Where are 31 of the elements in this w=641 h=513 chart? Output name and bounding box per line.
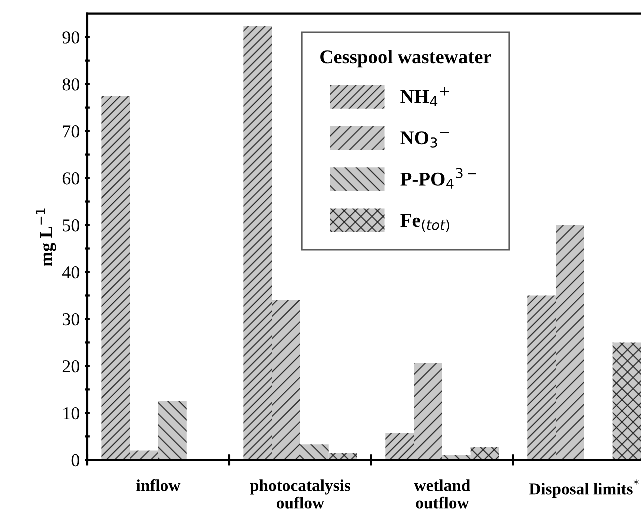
x-tick-label: wetland outflow xyxy=(414,480,471,509)
y-tick-label: 0 xyxy=(72,454,80,467)
bar xyxy=(470,447,500,460)
x-tick-label: inflow xyxy=(136,479,181,492)
bar xyxy=(386,433,414,460)
y-tick-label: 10 xyxy=(64,407,80,420)
legend-label: NH$_{4}$$^{+}$ xyxy=(400,87,450,106)
legend-label: Fe$_{(tot)}$ xyxy=(400,214,450,232)
x-tick-label: Disposal limits$^{*}$ xyxy=(529,480,639,498)
legend-label: NO$_{3}$$^{−}$ xyxy=(400,132,450,148)
y-tick-label: 50 xyxy=(63,220,80,232)
y-axis-title: mg L$^{−1}$ xyxy=(36,208,56,266)
y-tick-label: 30 xyxy=(63,313,80,326)
x-tick-label: photocatalysis ouflow xyxy=(250,480,351,509)
y-tick-label: 20 xyxy=(62,360,80,373)
bar xyxy=(612,342,641,460)
y-tick-label: 70 xyxy=(63,126,80,138)
bar xyxy=(414,363,442,460)
bar xyxy=(528,296,556,460)
bar xyxy=(102,96,130,460)
bar xyxy=(158,401,187,460)
legend-title: Cesspool wastewater xyxy=(320,50,492,68)
y-tick-label: 60 xyxy=(62,172,80,185)
legend-label: P-PO$_{4}$$^{3−}$ xyxy=(400,168,477,189)
y-tick-label: 90 xyxy=(62,32,80,44)
bar xyxy=(244,26,272,460)
y-tick-label: 80 xyxy=(62,78,80,91)
bar xyxy=(272,300,300,460)
y-tick-label: 40 xyxy=(62,266,80,279)
bar xyxy=(556,225,584,460)
bar xyxy=(300,444,329,460)
